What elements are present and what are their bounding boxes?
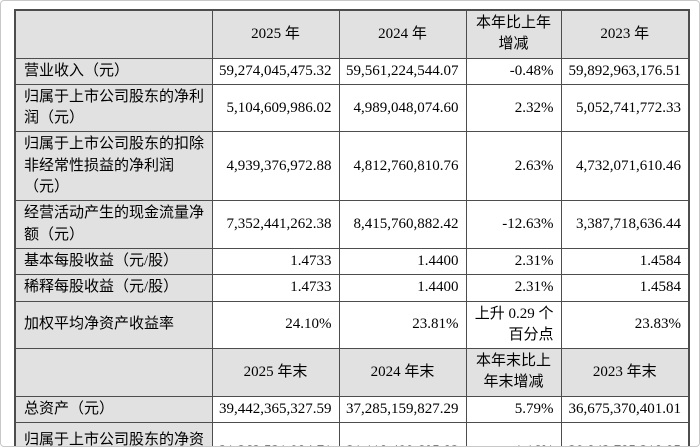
value-2023: 20,842,785,318.95	[560, 422, 690, 446]
value-2023: 1.4584	[560, 247, 690, 276]
col-header-2024: 2024 年	[338, 9, 467, 59]
col-header-end-change: 本年末比上年末增减	[465, 348, 562, 397]
col-header-blank-2	[14, 348, 213, 397]
col-header-2025-end: 2025 年末	[211, 348, 340, 397]
value-change: 2.31%	[465, 274, 562, 302]
value-change: -12.63%	[465, 200, 562, 249]
col-header-change: 本年比上年增减	[465, 9, 562, 59]
value-2025: 59,274,045,475.32	[211, 57, 340, 85]
row-net-profit-excl-nonrecurring: 归属于上市公司股东的扣除非经常性损益的净利润（元） 4,939,376,972.…	[14, 131, 690, 202]
value-2024: 23.81%	[338, 300, 467, 350]
value-2023: 59,892,963,176.51	[560, 57, 690, 85]
value-2023: 23.83%	[560, 300, 690, 350]
row-operating-cash-flow: 经营活动产生的现金流量净额（元） 7,352,441,262.38 8,415,…	[14, 200, 690, 249]
col-header-2024-end: 2024 年末	[338, 348, 467, 397]
value-2023: 4,732,071,610.46	[560, 131, 690, 202]
value-2024: 21,118,499,605.83	[338, 422, 467, 446]
value-2025: 21,362,531,984.71	[211, 422, 340, 446]
row-net-assets: 归属于上市公司股东的净资产（元） 21,362,531,984.71 21,11…	[14, 422, 690, 446]
value-change: -0.48%	[465, 57, 562, 85]
value-change: 2.63%	[465, 131, 562, 202]
row-label: 稀释每股收益（元/股）	[14, 274, 213, 302]
row-label: 营业收入（元）	[14, 57, 213, 85]
value-change: 2.31%	[465, 247, 562, 276]
row-label: 加权平均净资产收益率	[14, 300, 213, 350]
value-2023: 3,387,718,636.44	[560, 200, 690, 249]
row-net-profit: 归属于上市公司股东的净利润（元） 5,104,609,986.02 4,989,…	[14, 83, 690, 133]
value-2024: 1.4400	[338, 274, 467, 302]
col-header-2023-end: 2023 年末	[560, 348, 690, 397]
period-header-row: 2025 年 2024 年 本年比上年增减 2023 年	[14, 9, 690, 59]
row-label: 基本每股收益（元/股）	[14, 247, 213, 276]
value-2024: 59,561,224,544.07	[338, 57, 467, 85]
value-2023: 5,052,741,772.33	[560, 83, 690, 133]
period-end-header-row: 2025 年末 2024 年末 本年末比上年末增减 2023 年末	[14, 348, 690, 397]
value-2024: 4,989,048,074.60	[338, 83, 467, 133]
value-change: 2.32%	[465, 83, 562, 133]
row-label: 总资产（元）	[14, 395, 213, 424]
value-2025: 39,442,365,327.59	[211, 395, 340, 424]
financial-summary-table: 2025 年 2024 年 本年比上年增减 2023 年 营业收入（元） 59,…	[14, 9, 690, 446]
row-label: 归属于上市公司股东的扣除非经常性损益的净利润（元）	[14, 131, 213, 202]
row-total-assets: 总资产（元） 39,442,365,327.59 37,285,159,827.…	[14, 395, 690, 424]
value-2023: 1.4584	[560, 274, 690, 302]
row-revenue: 营业收入（元） 59,274,045,475.32 59,561,224,544…	[14, 57, 690, 85]
value-2025: 4,939,376,972.88	[211, 131, 340, 202]
row-weighted-avg-roe: 加权平均净资产收益率 24.10% 23.81% 上升 0.29 个百分点 23…	[14, 300, 690, 350]
value-2025: 24.10%	[211, 300, 340, 350]
value-2025: 1.4733	[211, 274, 340, 302]
value-2025: 1.4733	[211, 247, 340, 276]
row-basic-eps: 基本每股收益（元/股） 1.4733 1.4400 2.31% 1.4584	[14, 247, 690, 276]
row-label: 经营活动产生的现金流量净额（元）	[14, 200, 213, 249]
value-2025: 7,352,441,262.38	[211, 200, 340, 249]
value-2023: 36,675,370,401.01	[560, 395, 690, 424]
value-2024: 8,415,760,882.42	[338, 200, 467, 249]
value-2025: 5,104,609,986.02	[211, 83, 340, 133]
value-change: 1.16%	[465, 422, 562, 446]
col-header-2023: 2023 年	[560, 9, 690, 59]
row-label: 归属于上市公司股东的净资产（元）	[14, 422, 213, 446]
value-2024: 1.4400	[338, 247, 467, 276]
value-change: 上升 0.29 个百分点	[465, 300, 562, 350]
value-2024: 4,812,760,810.76	[338, 131, 467, 202]
row-label: 归属于上市公司股东的净利润（元）	[14, 83, 213, 133]
col-header-blank	[14, 9, 213, 59]
row-diluted-eps: 稀释每股收益（元/股） 1.4733 1.4400 2.31% 1.4584	[14, 274, 690, 302]
value-2024: 37,285,159,827.29	[338, 395, 467, 424]
col-header-2025: 2025 年	[211, 9, 340, 59]
value-change: 5.79%	[465, 395, 562, 424]
